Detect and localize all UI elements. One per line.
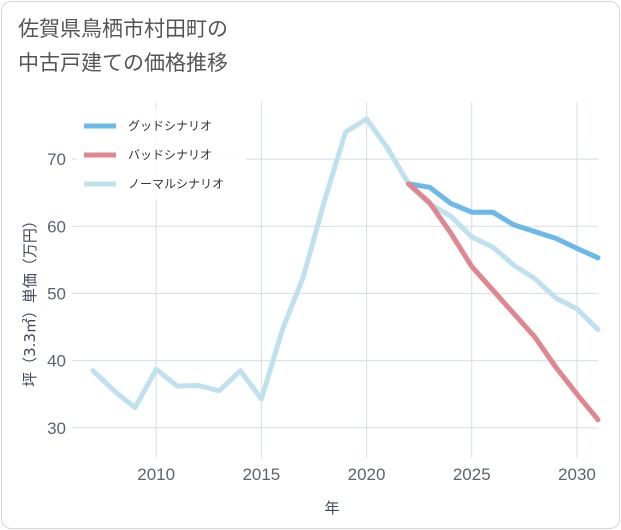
x-axis-label: 年 (324, 499, 339, 517)
x-tick-label: 2030 (558, 465, 596, 484)
x-tick-label: 2015 (242, 465, 280, 484)
series-lines (90, 116, 601, 423)
chart-title-line-2: 中古戸建ての価格推移 (18, 51, 228, 75)
y-axis-label: 坪（3.3㎡）単価（万円） (21, 213, 39, 387)
y-tick-label: 60 (47, 217, 66, 236)
legend-label-1: バッドシナリオ (128, 148, 212, 162)
series-line-2 (90, 116, 601, 411)
y-tick-label: 30 (47, 419, 66, 438)
chart-title-line-1: 佐賀県鳥栖市村田町の (18, 17, 228, 41)
axis-ticks: 2010 2015 2020 2025 2030 30 40 50 60 70 (47, 150, 596, 484)
legend-label-0: グッドシナリオ (128, 119, 212, 133)
y-tick-label: 40 (47, 352, 66, 371)
chart-title: 佐賀県鳥栖市村田町の 中古戸建ての価格推移 (18, 12, 438, 80)
series-line-1 (406, 181, 601, 423)
y-tick-label: 50 (47, 284, 66, 303)
x-tick-label: 2020 (348, 465, 386, 484)
y-tick-label: 70 (47, 150, 66, 169)
legend-label-2: ノーマルシナリオ (128, 177, 224, 191)
series-line-0 (406, 181, 601, 261)
x-tick-label: 2010 (137, 465, 175, 484)
x-tick-label: 2025 (453, 465, 491, 484)
